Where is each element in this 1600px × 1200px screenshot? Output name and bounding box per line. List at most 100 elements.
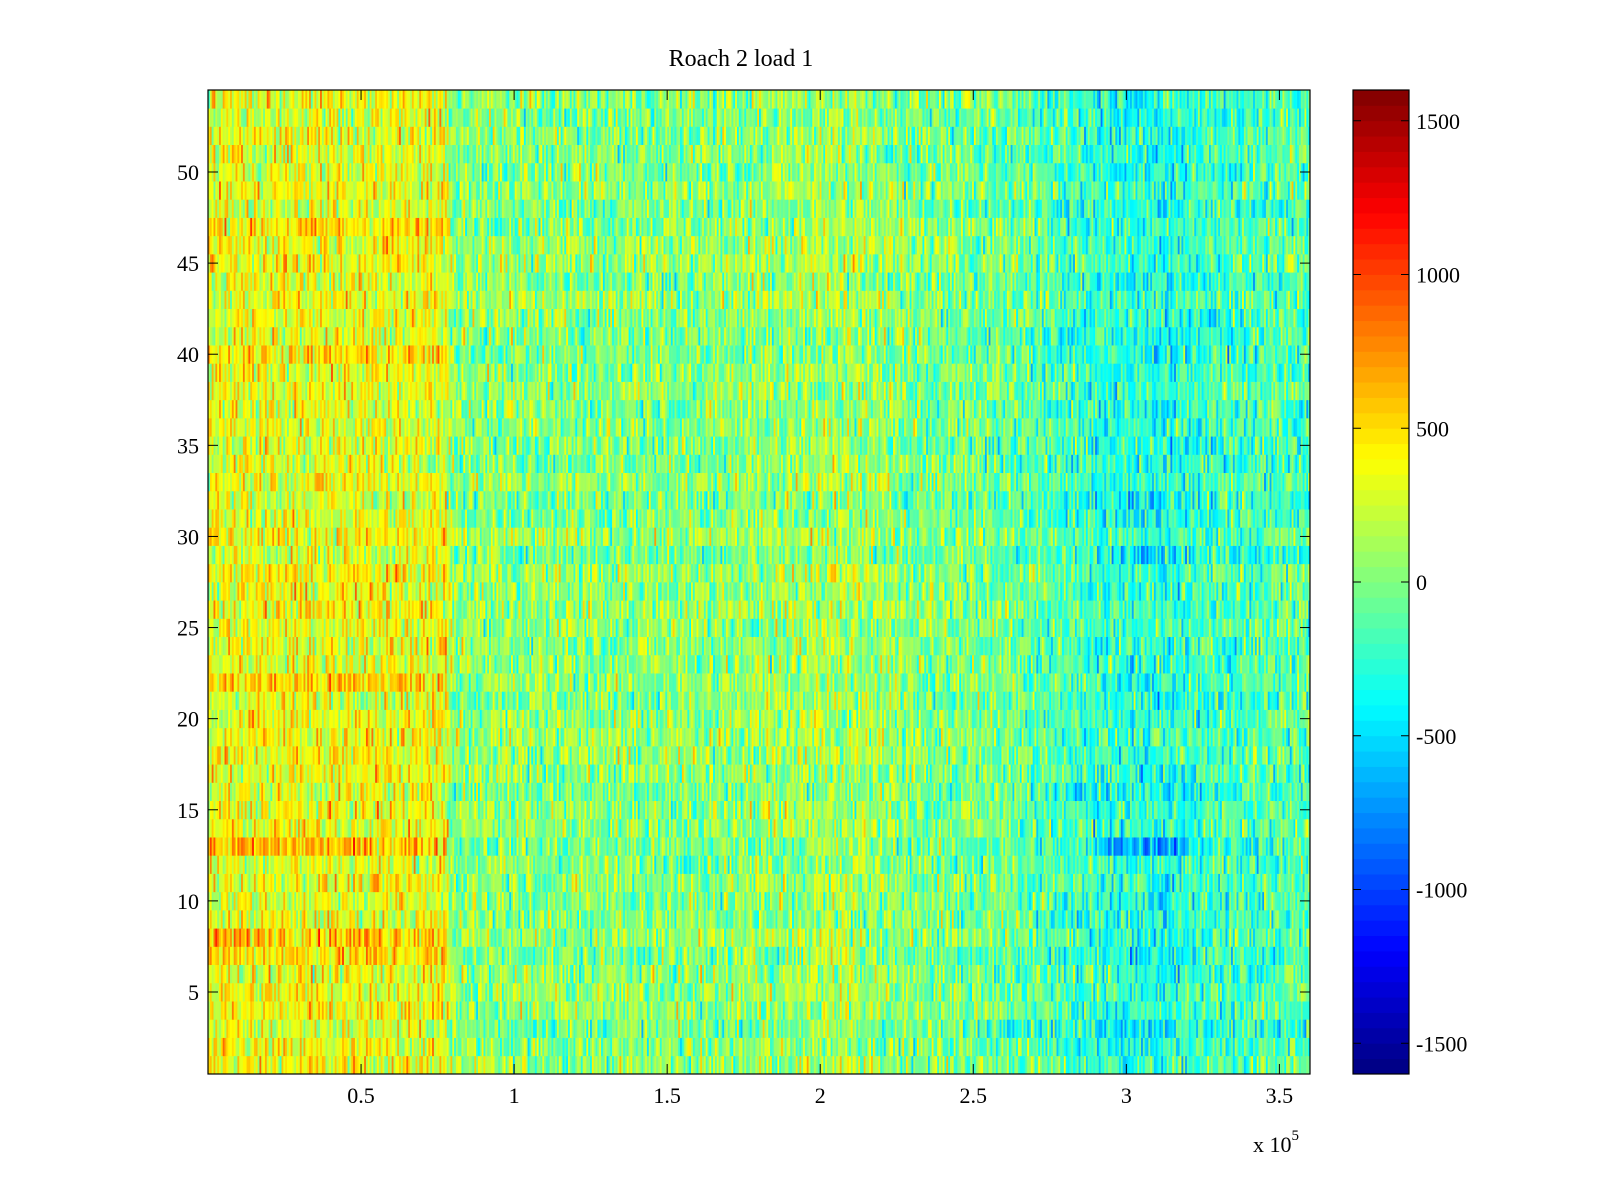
heatmap-cell: [962, 1037, 966, 1057]
heatmap-cell: [222, 1019, 225, 1038]
heatmap-cell: [832, 982, 835, 1002]
heatmap-cell: [731, 1037, 734, 1057]
heatmap-cell: [356, 1037, 359, 1057]
heatmap-cell: [1275, 1001, 1278, 1020]
heatmap-cell: [534, 1001, 538, 1020]
heatmap-cell: [452, 1019, 455, 1038]
heatmap-cell: [747, 1055, 751, 1075]
heatmap-cell: [885, 1055, 888, 1075]
heatmap-cell: [950, 1001, 953, 1020]
heatmap-cell: [1280, 1037, 1283, 1057]
heatmap-cell: [588, 1037, 591, 1057]
heatmap-cell: [1051, 1001, 1054, 1020]
heatmap-cell: [773, 1001, 776, 1020]
heatmap-cell: [354, 1001, 358, 1020]
heatmap-cell: [692, 1055, 696, 1075]
heatmap-cell: [261, 1055, 264, 1075]
heatmap-cell: [1131, 1037, 1135, 1057]
heatmap-cell: [676, 1019, 679, 1038]
heatmap-cell: [753, 1055, 756, 1075]
heatmap-cell: [489, 1019, 492, 1038]
heatmap-cell: [540, 982, 543, 1002]
heatmap-cell: [856, 1055, 859, 1075]
heatmap-cell: [1247, 1055, 1250, 1075]
heatmap-cell: [847, 982, 850, 1002]
heatmap-cell: [217, 1037, 220, 1057]
heatmap-cell: [639, 1055, 642, 1075]
heatmap-cell: [626, 1037, 629, 1057]
heatmap-cell: [983, 1001, 986, 1020]
heatmap-cell: [1085, 1001, 1089, 1020]
heatmap-cell: [285, 982, 288, 1002]
heatmap-cell: [1118, 1019, 1122, 1038]
heatmap-cell: [1030, 1037, 1034, 1057]
heatmap-cell: [516, 1001, 519, 1020]
heatmap-cell: [1197, 1019, 1201, 1038]
heatmap-cell: [1258, 1019, 1261, 1038]
heatmap-cell: [837, 1037, 841, 1057]
heatmap-cell: [501, 1055, 505, 1075]
heatmap-cell: [1308, 1037, 1311, 1057]
heatmap-cell: [1253, 1037, 1256, 1057]
heatmap-cell: [584, 1019, 587, 1038]
heatmap-cell: [489, 1001, 492, 1020]
heatmap-cell: [624, 1055, 628, 1075]
heatmap-cell: [395, 1037, 398, 1057]
heatmap-cell: [503, 982, 506, 1002]
heatmap-cell: [285, 1001, 288, 1020]
heatmap-cell: [669, 1037, 672, 1057]
heatmap-cell: [268, 1001, 271, 1020]
heatmap-cell: [1025, 1037, 1028, 1057]
heatmap-cell: [922, 1001, 925, 1020]
heatmap-cell: [411, 1055, 415, 1075]
heatmap-cell: [1196, 1019, 1199, 1038]
heatmap-cell: [263, 1037, 266, 1057]
heatmap-cell: [707, 1055, 710, 1075]
heatmap-cell: [836, 1001, 839, 1020]
heatmap-cell: [817, 1055, 820, 1075]
heatmap-cell: [678, 1019, 681, 1038]
heatmap-cell: [571, 982, 574, 1002]
heatmap-cell: [511, 1001, 514, 1020]
heatmap-cell: [369, 1001, 372, 1020]
heatmap-cell: [523, 1019, 527, 1038]
heatmap-cell: [399, 1055, 402, 1075]
heatmap-cell: [786, 1037, 789, 1057]
heatmap-cell: [235, 1019, 238, 1038]
heatmap-cell: [540, 1001, 543, 1020]
heatmap-cell: [516, 1055, 519, 1075]
heatmap-cell: [608, 1055, 611, 1075]
heatmap-cell: [667, 1055, 670, 1075]
heatmap-cell: [823, 1019, 826, 1038]
heatmap-cell: [854, 1001, 857, 1020]
heatmap-cell: [612, 1001, 615, 1020]
heatmap-cell: [1089, 1001, 1092, 1020]
heatmap-cell: [1093, 1037, 1096, 1057]
heatmap-cell: [1089, 1055, 1092, 1075]
heatmap-cell: [1131, 1055, 1135, 1075]
heatmap-cell: [926, 1001, 929, 1020]
heatmap-cell: [889, 982, 892, 1002]
heatmap-cell: [525, 1037, 528, 1057]
heatmap-cell: [1025, 1001, 1028, 1020]
heatmap-cell: [940, 1019, 944, 1038]
heatmap-cell: [1100, 1019, 1103, 1038]
heatmap-cell: [452, 1037, 455, 1057]
heatmap-cell: [351, 1037, 354, 1057]
heatmap-cell: [1144, 1037, 1147, 1057]
heatmap-cell: [826, 982, 830, 1002]
heatmap-cell: [443, 1037, 446, 1057]
heatmap-cell: [646, 1001, 650, 1020]
heatmap-cell: [485, 982, 488, 1002]
heatmap-cell: [841, 1019, 844, 1038]
heatmap-cell: [841, 1055, 844, 1075]
heatmap-cell: [896, 1037, 899, 1057]
heatmap-cell: [1221, 1055, 1225, 1075]
heatmap-cell: [808, 1001, 811, 1020]
heatmap-cell: [397, 1001, 400, 1020]
heatmap-cell: [900, 982, 903, 1002]
heatmap-cell: [1060, 1055, 1063, 1075]
heatmap-cell: [654, 1055, 657, 1075]
heatmap-cell: [1014, 1055, 1017, 1075]
heatmap-cell: [371, 1001, 374, 1020]
